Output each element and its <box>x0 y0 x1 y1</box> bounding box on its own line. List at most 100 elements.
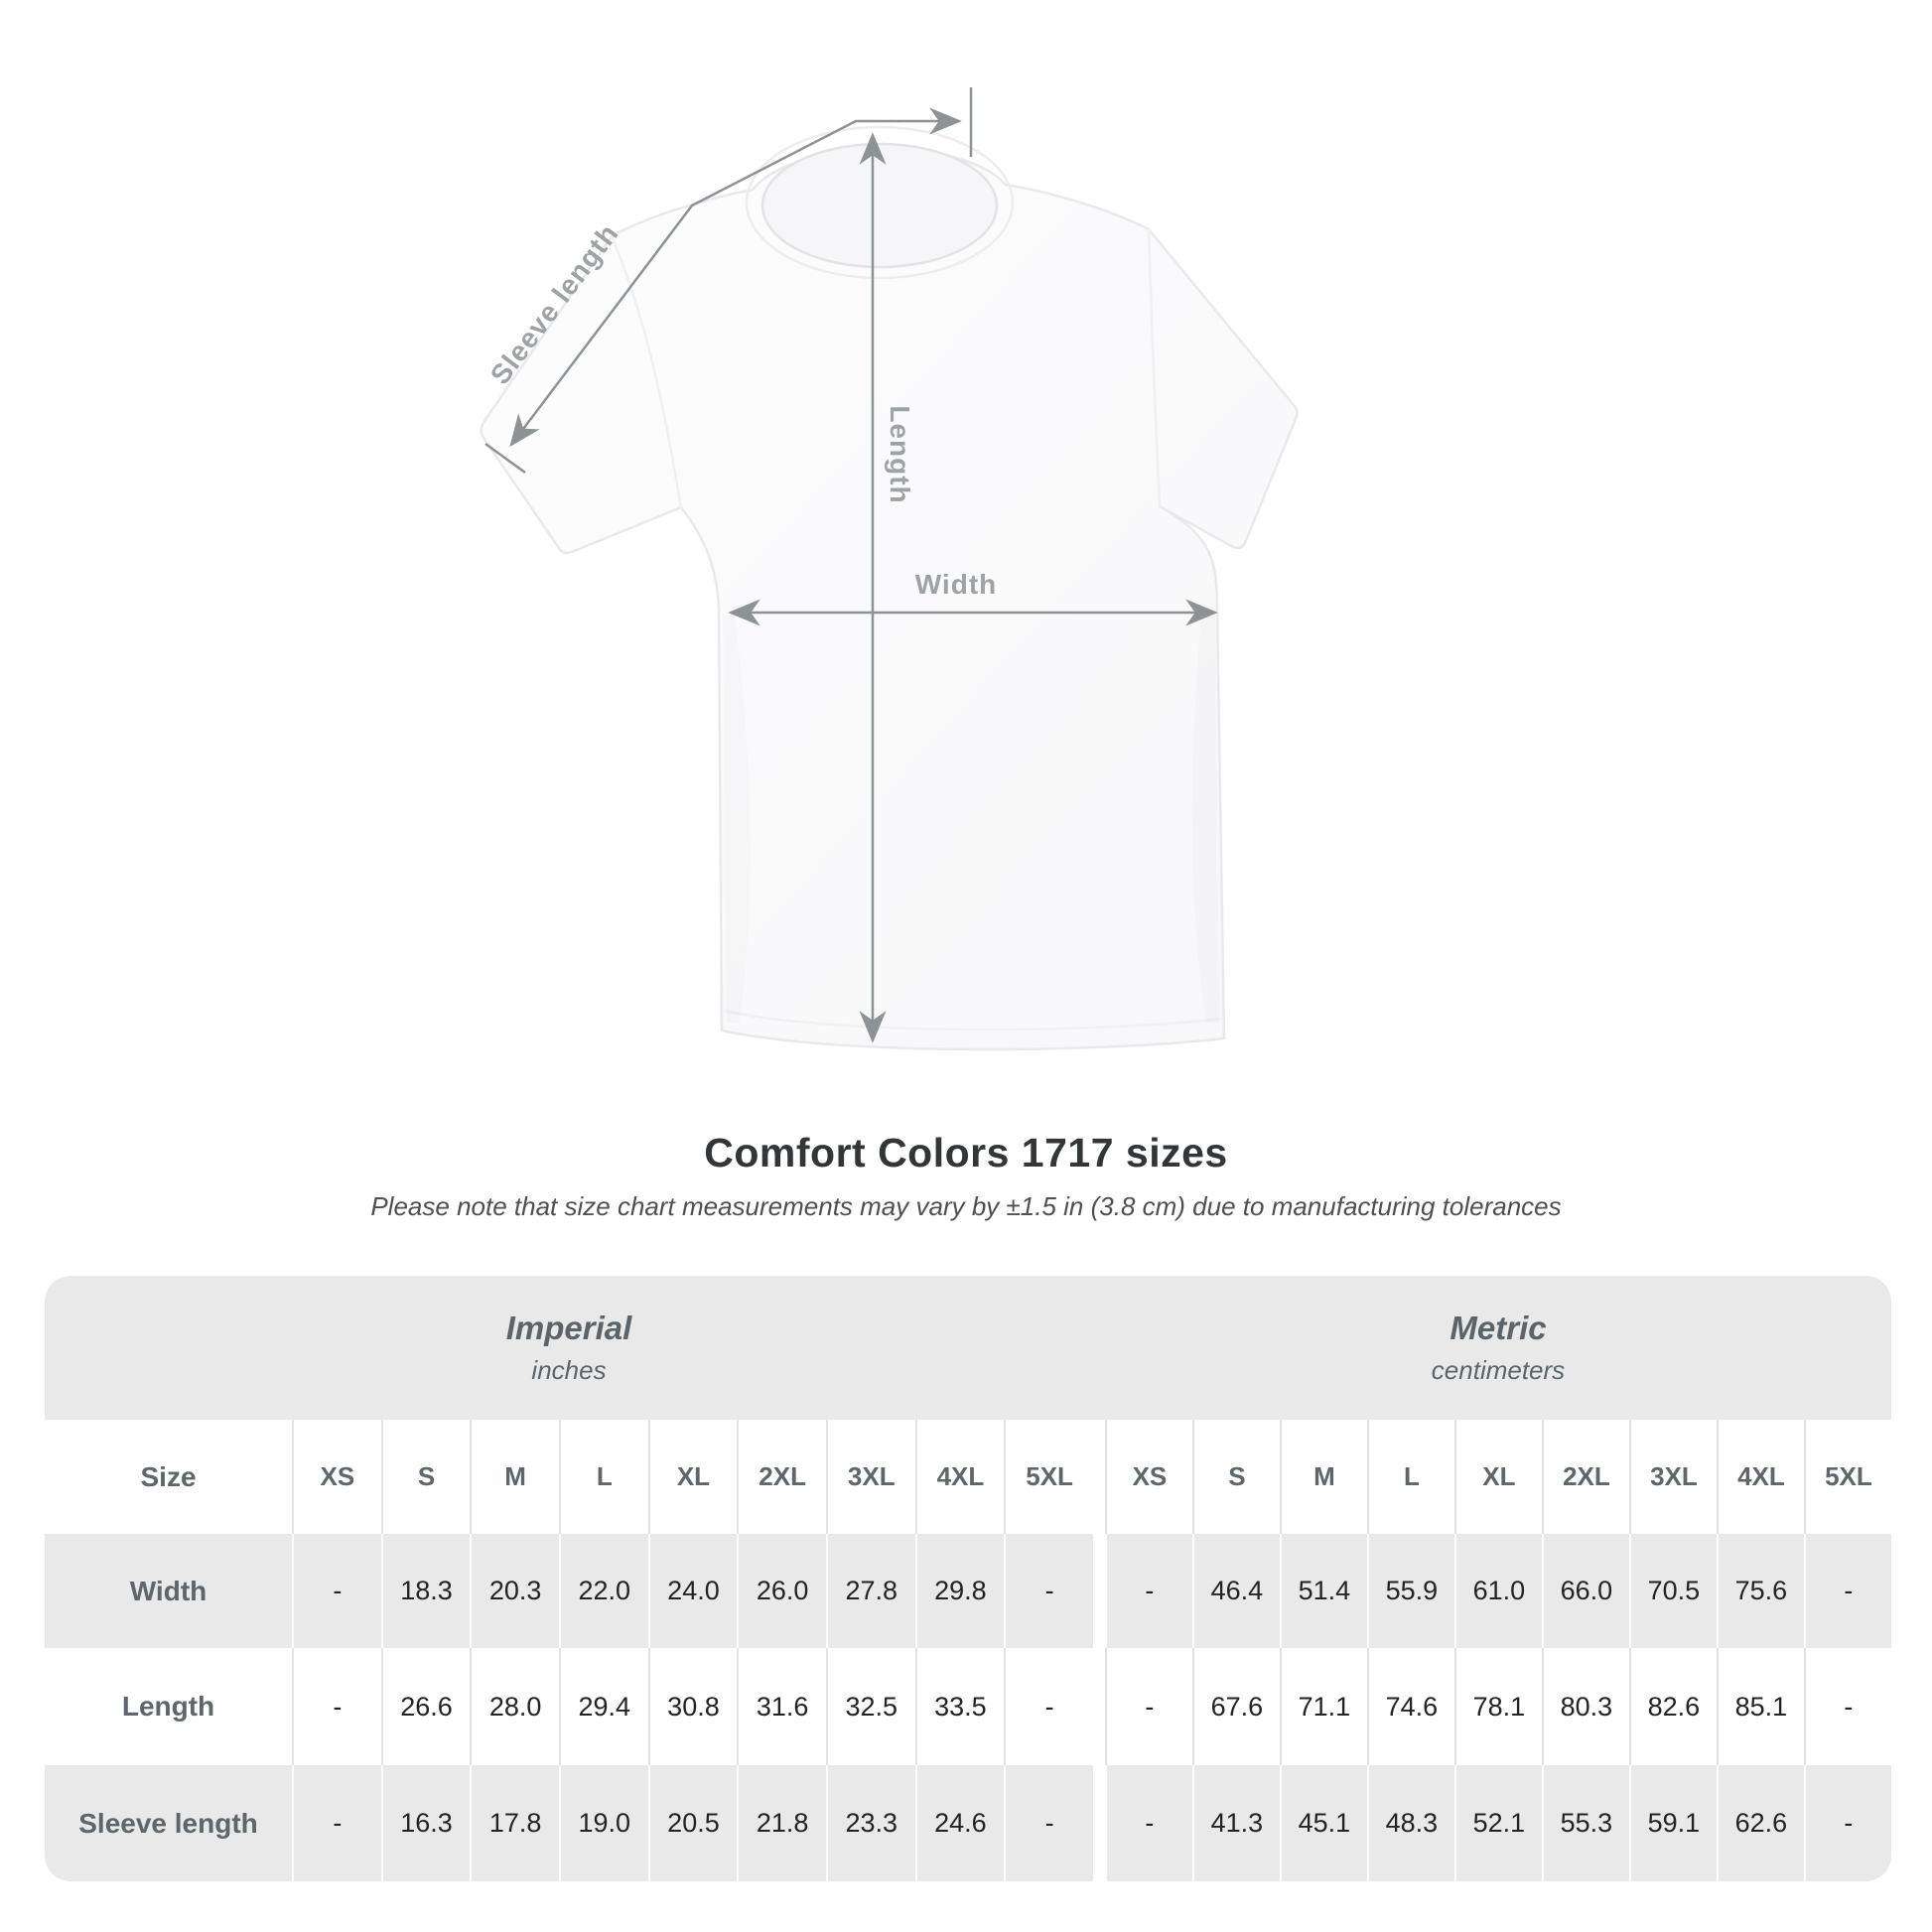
sleeve-value-cell: 24.6 <box>914 1765 1005 1881</box>
page-title: Comfort Colors 1717 sizes <box>704 1130 1228 1175</box>
sleeve-value-cell: 19.0 <box>558 1765 648 1881</box>
width-value-cell: 61.0 <box>1453 1534 1542 1648</box>
length-value-cell: 29.4 <box>558 1648 648 1765</box>
width-value-cell: - <box>1803 1534 1891 1648</box>
width-value-cell: 27.8 <box>825 1534 915 1648</box>
length-value-cell: 74.6 <box>1366 1648 1454 1765</box>
tshirt-illustration <box>480 125 1299 1051</box>
tshirt-diagram: Sleeve length Length Width <box>480 87 1299 1051</box>
size-header-cell: S <box>380 1420 471 1534</box>
size-header-cell: M <box>470 1420 559 1534</box>
collar-opening <box>760 142 999 269</box>
size-header-cell: XS <box>292 1420 381 1534</box>
size-header-cell: 2XL <box>1541 1420 1629 1534</box>
sleeve-value-cell: 41.3 <box>1191 1765 1280 1881</box>
row-label-length: Length <box>45 1648 292 1765</box>
width-value-cell: 55.9 <box>1366 1534 1454 1648</box>
group-gap <box>1092 1765 1105 1881</box>
length-value-cell: 33.5 <box>914 1648 1005 1765</box>
width-value-cell: 51.4 <box>1279 1534 1367 1648</box>
sleeve-value-cell: - <box>1803 1765 1891 1881</box>
size-table: Imperial inches Metric centimeters Size X… <box>45 1276 1891 1881</box>
length-value-cell: 78.1 <box>1453 1648 1542 1765</box>
size-header-cell: XL <box>647 1420 738 1534</box>
sleeve-value-cell: - <box>292 1765 381 1881</box>
width-value-cell: 66.0 <box>1541 1534 1629 1648</box>
length-value-cell: 26.6 <box>380 1648 471 1765</box>
width-value-cell: - <box>1004 1534 1093 1648</box>
width-value-cell: 22.0 <box>558 1534 648 1648</box>
width-value-cell: 26.0 <box>737 1534 826 1648</box>
length-value-cell: 28.0 <box>470 1648 559 1765</box>
unit-header-band: Imperial inches Metric centimeters <box>45 1276 1891 1420</box>
width-value-cell: - <box>1104 1534 1192 1648</box>
length-value-cell: 30.8 <box>647 1648 738 1765</box>
length-value-cell: 85.1 <box>1716 1648 1804 1765</box>
size-header-cell: XL <box>1453 1420 1542 1534</box>
width-value-cell: 46.4 <box>1191 1534 1280 1648</box>
width-value-cell: 70.5 <box>1628 1534 1717 1648</box>
sleeve-value-cell: - <box>1004 1765 1093 1881</box>
imperial-unit-label: inches <box>531 1355 607 1385</box>
metric-unit-label: centimeters <box>1431 1355 1566 1385</box>
length-value-cell: 82.6 <box>1628 1648 1717 1765</box>
imperial-label: Imperial <box>505 1310 632 1346</box>
sleeve-length-arrow <box>509 107 962 448</box>
width-value-cell: - <box>292 1534 381 1648</box>
width-value-cell: 29.8 <box>914 1534 1005 1648</box>
length-value-cell: 71.1 <box>1279 1648 1367 1765</box>
metric-label: Metric <box>1449 1310 1547 1346</box>
size-header-cell: XS <box>1104 1420 1192 1534</box>
sleeve-value-cell: 48.3 <box>1366 1765 1454 1881</box>
size-header-cell: M <box>1279 1420 1367 1534</box>
width-label: Width <box>915 569 998 600</box>
sleeve-value-cell: 62.6 <box>1716 1765 1804 1881</box>
size-header-cell: 4XL <box>1716 1420 1804 1534</box>
sleeve-value-cell: 21.8 <box>737 1765 826 1881</box>
width-value-cell: 24.0 <box>647 1534 738 1648</box>
page-subtitle: Please note that size chart measurements… <box>370 1191 1562 1221</box>
length-value-cell: - <box>1803 1648 1891 1765</box>
size-header-cell: 5XL <box>1004 1420 1093 1534</box>
length-value-cell: 67.6 <box>1191 1648 1280 1765</box>
sleeve-value-cell: 23.3 <box>825 1765 915 1881</box>
sleeve-value-cell: 17.8 <box>470 1765 559 1881</box>
size-table-grid: Size XS S M L XL 2XL 3XL 4XL 5XL XS S M L XL 2XL 3XL 4XL 5… <box>45 1420 1891 1881</box>
size-header-cell: S <box>1191 1420 1280 1534</box>
size-header-cell: 5XL <box>1803 1420 1891 1534</box>
sleeve-value-cell: 45.1 <box>1279 1765 1367 1881</box>
sleeve-length-tick-bottom <box>484 442 526 475</box>
length-value-cell: 32.5 <box>825 1648 915 1765</box>
group-gap <box>1092 1420 1105 1534</box>
size-header-cell: L <box>1366 1420 1454 1534</box>
imperial-header: Imperial inches <box>45 1276 1093 1420</box>
size-header-cell: 3XL <box>825 1420 915 1534</box>
size-header-cell: L <box>558 1420 648 1534</box>
row-label-width: Width <box>45 1534 292 1648</box>
sleeve-value-cell: 52.1 <box>1453 1765 1542 1881</box>
sleeve-value-cell: 55.3 <box>1541 1765 1629 1881</box>
length-value-cell: 80.3 <box>1541 1648 1629 1765</box>
width-value-cell: 75.6 <box>1716 1534 1804 1648</box>
measurement-annotations <box>484 87 1218 1043</box>
width-value-cell: 20.3 <box>470 1534 559 1648</box>
length-value-cell: - <box>292 1648 381 1765</box>
length-label: Length <box>885 405 915 503</box>
row-label-sleeve-length: Sleeve length <box>45 1765 292 1881</box>
group-gap <box>1092 1648 1105 1765</box>
size-header-cell: 4XL <box>914 1420 1005 1534</box>
sleeve-value-cell: 16.3 <box>380 1765 471 1881</box>
width-value-cell: 18.3 <box>380 1534 471 1648</box>
length-value-cell: - <box>1104 1648 1192 1765</box>
metric-header: Metric centimeters <box>1105 1276 1891 1420</box>
size-column-header: Size <box>45 1420 292 1534</box>
sleeve-value-cell: 20.5 <box>647 1765 738 1881</box>
sleeve-value-cell: - <box>1104 1765 1192 1881</box>
length-value-cell: - <box>1004 1648 1093 1765</box>
sleeve-value-cell: 59.1 <box>1628 1765 1717 1881</box>
size-header-cell: 3XL <box>1628 1420 1717 1534</box>
length-value-cell: 31.6 <box>737 1648 826 1765</box>
size-header-cell: 2XL <box>737 1420 826 1534</box>
group-gap <box>1092 1534 1105 1648</box>
